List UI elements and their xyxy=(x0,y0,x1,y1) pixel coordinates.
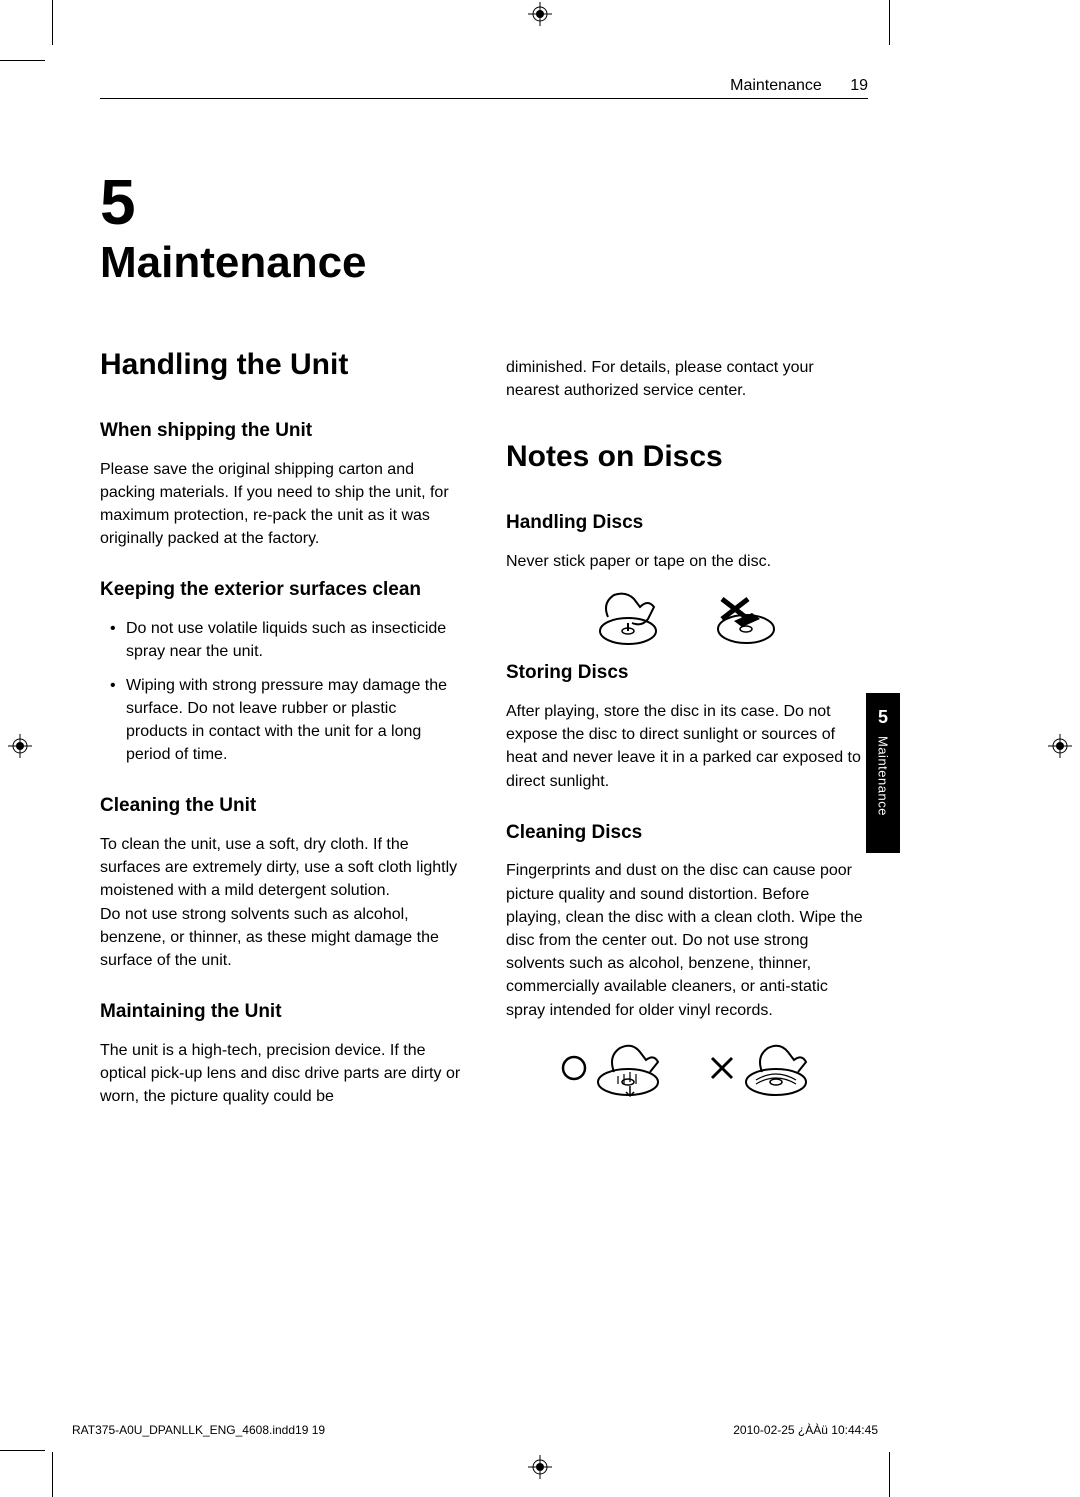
body-text: The unit is a high-tech, precision devic… xyxy=(100,1039,462,1109)
crop-mark xyxy=(889,1452,890,1497)
print-footer: RAT375-A0U_DPANLLK_ENG_4608.indd19 19 20… xyxy=(72,1423,878,1437)
body-text: Do not use strong solvents such as alcoh… xyxy=(100,903,462,973)
registration-mark-icon xyxy=(528,2,552,26)
list-item: Do not use volatile liquids such as inse… xyxy=(100,617,462,663)
right-column: diminished. For details, please contact … xyxy=(506,348,868,1108)
page-header: Maintenance 19 xyxy=(730,77,868,95)
subsection-heading: Handling Discs xyxy=(506,511,868,536)
footer-left: RAT375-A0U_DPANLLK_ENG_4608.indd19 19 xyxy=(72,1423,325,1437)
body-text: Never stick paper or tape on the disc. xyxy=(506,550,868,573)
footer-right: 2010-02-25 ¿ÀÀü 10:44:45 xyxy=(733,1423,878,1437)
disc-handling-illustration xyxy=(506,589,868,649)
section-heading: Handling the Unit xyxy=(100,348,462,381)
header-page: 19 xyxy=(850,77,868,94)
body-text: After playing, store the disc in its cas… xyxy=(506,700,868,793)
subsection-heading: Cleaning Discs xyxy=(506,821,868,846)
body-text: Fingerprints and dust on the disc can ca… xyxy=(506,859,868,1021)
content-columns: Handling the Unit When shipping the Unit… xyxy=(100,348,868,1108)
side-tab-label: Maintenance xyxy=(876,736,891,816)
subsection-heading: Keeping the exterior surfaces clean xyxy=(100,578,462,603)
body-text: To clean the unit, use a soft, dry cloth… xyxy=(100,833,462,903)
side-tab: 5 Maintenance xyxy=(866,693,900,853)
crop-mark xyxy=(889,0,890,45)
subsection-heading: Maintaining the Unit xyxy=(100,1000,462,1025)
subsection-heading: Cleaning the Unit xyxy=(100,794,462,819)
header-rule xyxy=(100,98,868,99)
body-text: diminished. For details, please contact … xyxy=(506,356,868,402)
registration-mark-icon xyxy=(528,1455,552,1479)
body-text: Please save the original shipping carton… xyxy=(100,458,462,551)
chapter-number: 5 xyxy=(100,170,367,234)
section-heading: Notes on Discs xyxy=(506,440,868,473)
registration-mark-icon xyxy=(1048,734,1072,758)
crop-mark xyxy=(0,1450,45,1451)
hold-disc-edge-icon xyxy=(588,589,668,649)
list-item: Wiping with strong pressure may damage t… xyxy=(100,674,462,767)
crop-mark xyxy=(52,1452,53,1497)
no-tape-on-disc-icon xyxy=(706,589,786,649)
no-circular-wipe-icon xyxy=(706,1038,816,1098)
chapter-heading: 5 Maintenance xyxy=(100,170,367,289)
registration-mark-icon xyxy=(8,734,32,758)
chapter-title: Maintenance xyxy=(100,238,367,289)
subsection-heading: When shipping the Unit xyxy=(100,419,462,444)
left-column: Handling the Unit When shipping the Unit… xyxy=(100,348,462,1108)
bullet-list: Do not use volatile liquids such as inse… xyxy=(100,617,462,766)
side-tab-number: 5 xyxy=(878,707,888,728)
disc-cleaning-illustration xyxy=(506,1038,868,1098)
header-section: Maintenance xyxy=(730,77,822,94)
wipe-center-out-icon xyxy=(558,1038,668,1098)
crop-mark xyxy=(52,0,53,45)
crop-mark xyxy=(0,60,45,61)
subsection-heading: Storing Discs xyxy=(506,661,868,686)
